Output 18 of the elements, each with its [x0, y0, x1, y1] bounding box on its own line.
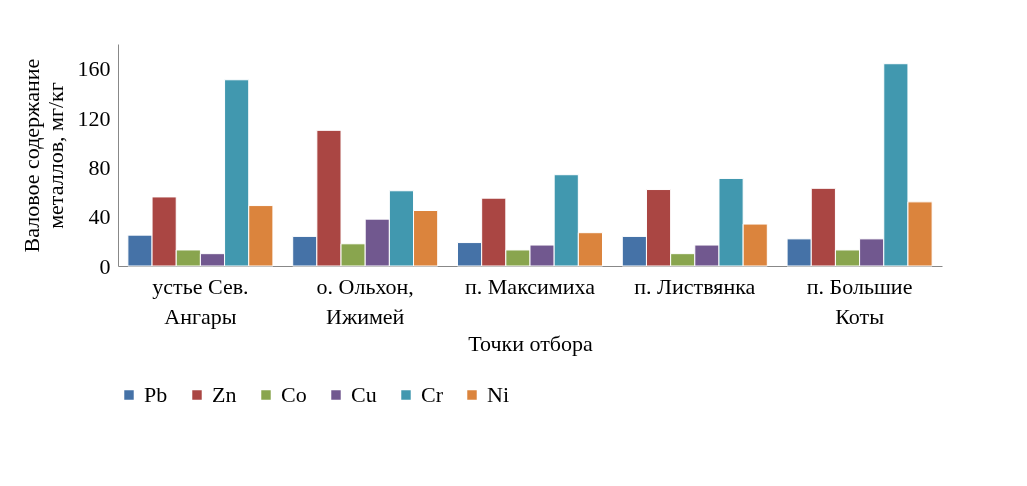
y-tick-label: 120 [77, 105, 111, 131]
y-axis-title: Валовое содержание металлов, мг/кг [18, 58, 68, 253]
legend-label: Cr [421, 382, 444, 407]
x-tick-label: о. Ольхон, Ижимей [316, 273, 414, 329]
y-tick-label: 160 [77, 56, 111, 82]
y-tick-label: 0 [99, 253, 111, 279]
y-tick-label: 80 [88, 154, 111, 180]
x-tick-label: п. Большие Коты [806, 273, 913, 329]
y-tick-label: 40 [88, 204, 111, 230]
x-tick-label: п. Максимиха [465, 273, 596, 299]
legend-label: Cu [351, 382, 377, 407]
legend-label: Ni [487, 382, 509, 407]
x-tick-label: п. Листвянка [634, 273, 756, 299]
legend-label: Co [281, 382, 307, 407]
x-axis-title: Точки отбора [468, 330, 593, 356]
legend-label: Pb [144, 382, 168, 407]
legend-label: Zn [212, 382, 237, 407]
x-tick-label: устье Сев. Ангары [152, 273, 249, 329]
